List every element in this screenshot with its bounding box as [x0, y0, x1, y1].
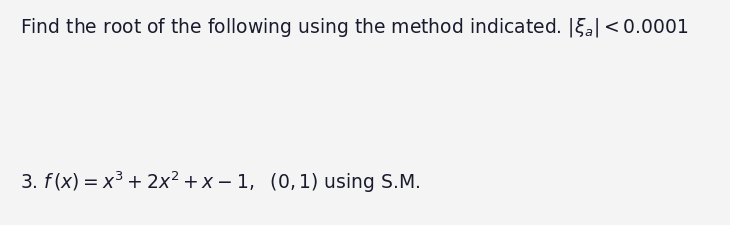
- Text: Find the root of the following using the method indicated. $|\xi_a| < 0.0001$: Find the root of the following using the…: [20, 16, 688, 39]
- Text: 3. $f\,(x) = x^3 + 2x^2 + x - 1,\ \ (0, 1)$ using S.M.: 3. $f\,(x) = x^3 + 2x^2 + x - 1,\ \ (0, …: [20, 169, 420, 194]
